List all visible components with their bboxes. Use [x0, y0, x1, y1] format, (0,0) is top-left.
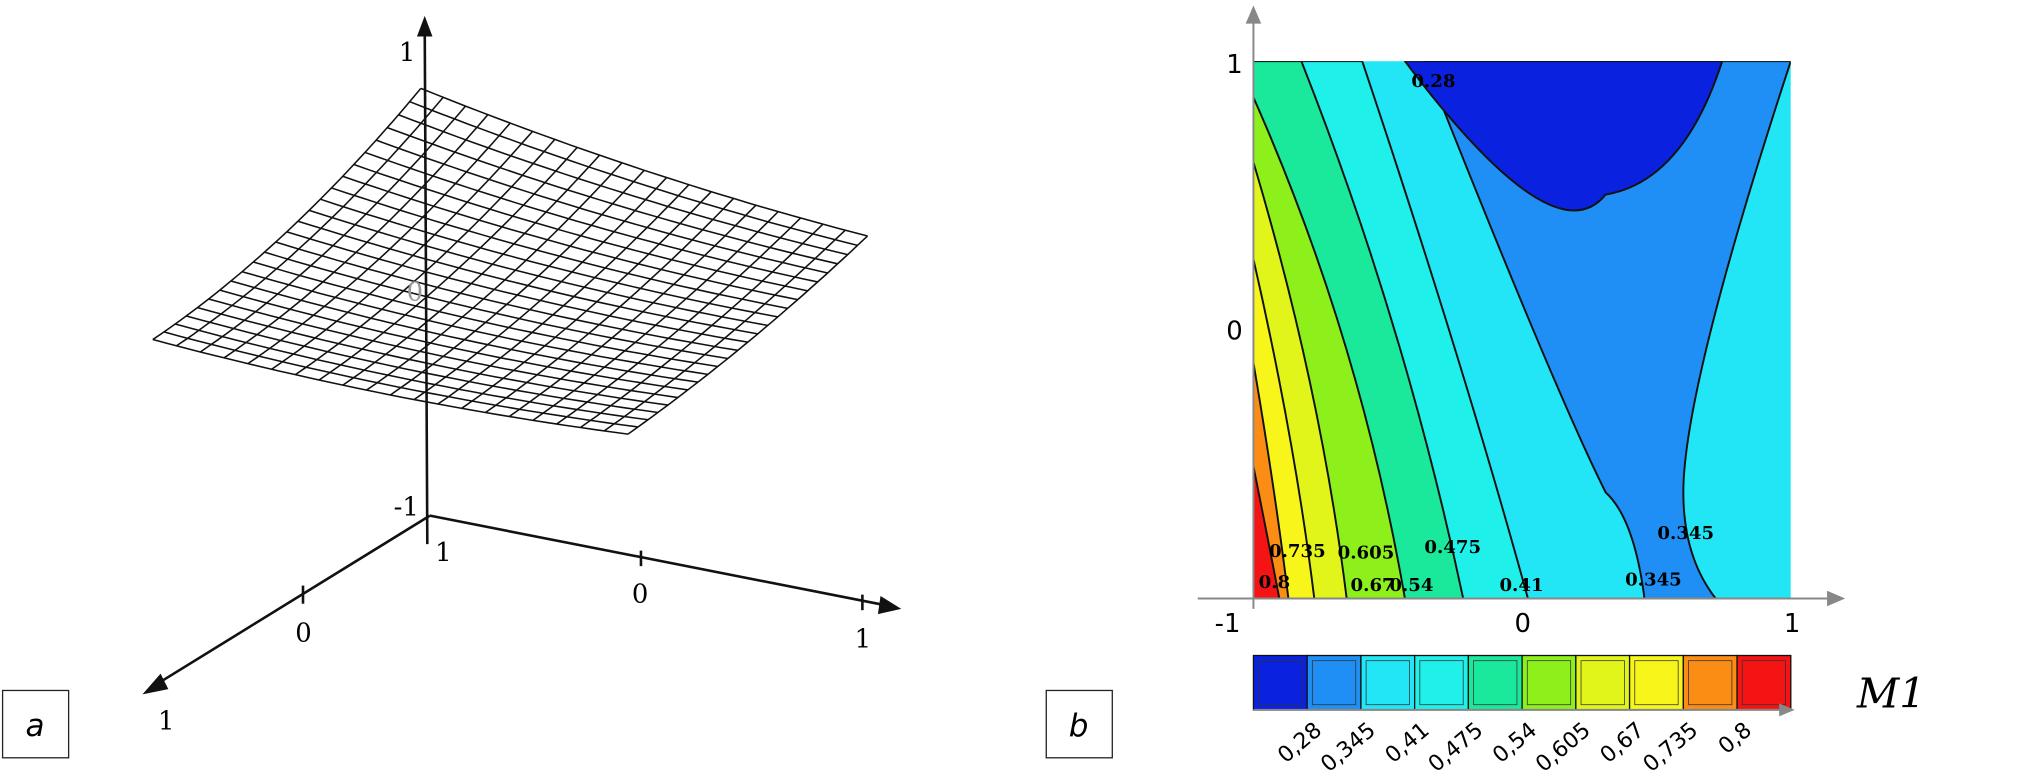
colorbar: 0,280,345 0,410,475 0,540,605 0,670,735 0,8: [1252, 654, 1792, 778]
mesh-line: [230, 280, 699, 383]
contour-label: 0.28: [1411, 71, 1455, 92]
y-tick: 1: [158, 706, 174, 736]
colorbar-swatch: [1311, 660, 1357, 706]
contour-line: [1253, 259, 1316, 599]
colorbar-label: 0,605: [1531, 718, 1595, 778]
z-axis: [423, 26, 429, 545]
y-axis: [152, 514, 431, 688]
mesh-line: [152, 338, 629, 435]
x-axis: [429, 514, 892, 608]
panel-b: 1 0 -1 0 1 0.280.3450.3450.410.4750.540.…: [1045, 5, 1926, 778]
colorbar-swatch: [1688, 660, 1733, 706]
mesh-line: [364, 151, 818, 283]
contour-label: 0.8: [1259, 572, 1291, 593]
label-box: [1045, 689, 1113, 759]
contour-line: [1253, 161, 1348, 599]
y-tick: 1: [1226, 50, 1242, 80]
mesh-line: [320, 198, 778, 318]
colorbar-swatch: [1365, 660, 1410, 706]
contour-line: [1253, 61, 1529, 599]
colorbar-swatch: [1580, 660, 1625, 706]
contour-label: 0.345: [1625, 570, 1682, 591]
contour-line: [1253, 466, 1281, 599]
arrow: [1779, 703, 1795, 717]
panel-a: 1 0 -1 1 0 1 0 1 a: [1, 15, 902, 759]
mesh-line: [286, 231, 748, 343]
contour-label: 0.67: [1351, 575, 1395, 596]
arrow: [877, 595, 902, 615]
mesh-line: [163, 331, 639, 428]
mesh-line: [308, 209, 768, 327]
origin-label: 1: [435, 538, 451, 568]
mesh-line: [253, 261, 718, 368]
contour-labels: 0.28 0.345 0.345 0.41 0.475 0.54 0.605 0.67 0.73…: [1259, 71, 1715, 596]
colorbar-swatch: [1634, 660, 1679, 706]
colorbar-label: 0,345: [1316, 718, 1380, 778]
band: [1423, 61, 1791, 599]
contour-label: 0.735: [1269, 541, 1326, 562]
label-box: [1, 689, 70, 759]
surface-mesh: [152, 87, 869, 435]
contour-label: 0.475: [1424, 537, 1481, 558]
mesh-line: [176, 96, 444, 347]
contour-line: [1253, 61, 1465, 599]
mesh-line: [375, 139, 828, 274]
colorbar-title: M1: [1856, 669, 1926, 717]
colorbar-label: 0,735: [1639, 718, 1703, 778]
mesh-line: [208, 298, 678, 399]
mesh-line: [247, 122, 511, 365]
mesh-line: [353, 163, 808, 292]
mesh-line: [420, 87, 868, 237]
colorbar-swatch: [1258, 660, 1303, 706]
mesh-line: [219, 289, 689, 391]
colorbar-swatch: [1473, 660, 1518, 706]
contour-label: 0.54: [1389, 575, 1433, 596]
mesh-line: [241, 270, 709, 376]
mesh-line: [174, 323, 649, 421]
mesh-line: [387, 126, 838, 265]
mesh-line: [197, 306, 669, 406]
panel-label: a: [25, 708, 44, 744]
contour-line: [1253, 362, 1290, 599]
mesh-line: [152, 87, 422, 341]
mesh-line: [271, 130, 534, 370]
colorbar-label: 0,8: [1714, 718, 1757, 760]
mesh-line: [398, 114, 848, 256]
colorbar-swatch: [1419, 660, 1464, 706]
y-tick: 0: [1226, 317, 1242, 347]
x-tick: 1: [1784, 609, 1800, 639]
mesh-line: [342, 175, 798, 301]
contour-label: 0.345: [1657, 523, 1714, 544]
mesh-line: [331, 187, 788, 310]
colorbar-swatch: [1526, 660, 1572, 706]
contour-label: 0.41: [1499, 575, 1543, 596]
mesh-line: [186, 315, 659, 414]
panel-label: b: [1069, 708, 1089, 744]
mesh-line: [409, 100, 858, 247]
x-tick: 1: [855, 625, 871, 655]
x-tick: -1: [1215, 609, 1241, 639]
z-tick: 1: [399, 38, 415, 68]
contour-fill: [1253, 61, 1791, 599]
colorbar-label: 0,475: [1424, 718, 1488, 778]
mesh-line: [264, 251, 728, 360]
z-tick: 0: [407, 278, 423, 308]
y-tick: 0: [295, 618, 311, 648]
x-tick: 0: [632, 579, 648, 609]
arrow: [1827, 590, 1846, 607]
arrow: [142, 673, 169, 695]
mesh-line: [223, 114, 489, 359]
band: [1403, 61, 1724, 212]
contour-label: 0.605: [1338, 542, 1395, 563]
mesh-line: [275, 241, 738, 352]
arrow: [1245, 5, 1262, 24]
contour-line: [1253, 97, 1406, 599]
mesh-line: [297, 220, 758, 335]
arrow: [416, 15, 433, 37]
z-tick: -1: [394, 493, 419, 523]
colorbar-swatch: [1741, 660, 1787, 706]
x-tick: 0: [1515, 609, 1531, 639]
